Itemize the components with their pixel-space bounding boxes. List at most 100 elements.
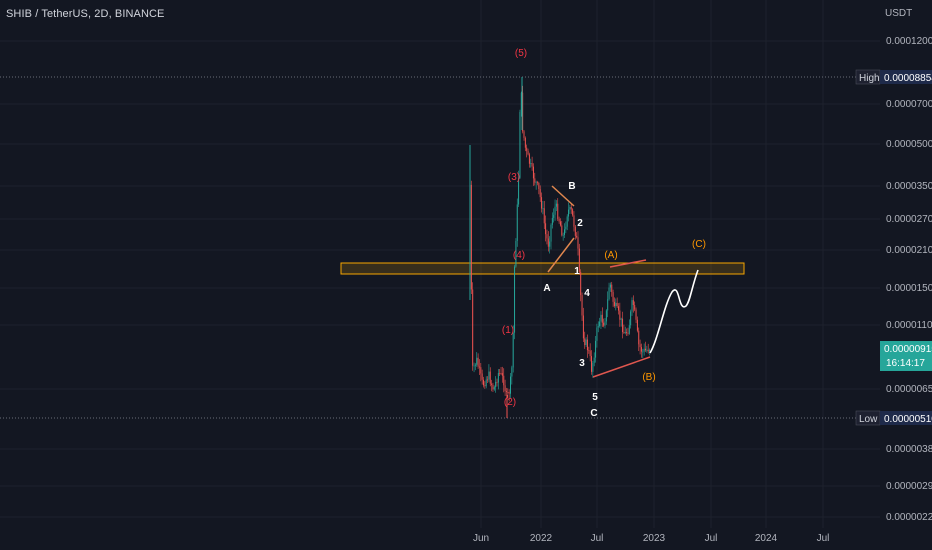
candle-body	[507, 392, 509, 393]
triangle-line-upper	[551, 185, 575, 207]
time-axis[interactable]: Jun 2022 Jul 2023 Jul 2024 Jul	[473, 533, 829, 544]
candle-body	[647, 349, 649, 352]
low-tag-value-box	[880, 411, 932, 425]
candle-body	[500, 373, 502, 374]
high-tag-label: High	[859, 73, 880, 84]
candle-body	[472, 289, 474, 366]
candle-body	[592, 362, 594, 372]
candle-body	[615, 302, 617, 307]
candle-body	[597, 326, 599, 328]
wave-label: 5	[592, 392, 598, 403]
y-tick-label: 0.00000225	[886, 512, 932, 523]
candle-body	[549, 241, 551, 247]
high-tag-value: 0.00008854	[884, 73, 932, 84]
triangle-line-lower	[547, 237, 575, 273]
candle-body	[503, 375, 505, 386]
candle-body	[601, 314, 603, 323]
candle-body	[638, 330, 640, 345]
candle-body	[635, 309, 637, 320]
candle-body	[630, 311, 632, 326]
candle-body	[618, 306, 619, 311]
candle-body	[589, 350, 591, 357]
candle-body	[559, 221, 561, 226]
candle-body	[530, 163, 532, 164]
candle-body	[603, 322, 605, 326]
candle-body	[558, 218, 560, 222]
wave-labels: (5) (3) (4) (1) (2) B 2 A 14 3 5 C (A) (B) (C)	[502, 48, 706, 419]
wave-label: A	[543, 283, 550, 294]
wave-label: (B)	[642, 372, 655, 383]
wave-label: (2)	[504, 397, 516, 408]
candle-body	[480, 367, 482, 374]
candle-body	[604, 321, 606, 326]
candle-body	[639, 344, 641, 348]
resistance-zone	[340, 262, 745, 275]
candle-body	[609, 284, 611, 288]
candle-body	[487, 379, 489, 381]
candle-body	[642, 351, 644, 353]
grid-lines	[0, 0, 880, 528]
candle-body	[622, 318, 624, 333]
wave-label: 4	[584, 288, 590, 299]
candle-body	[562, 234, 564, 236]
candle-body	[561, 225, 563, 236]
candle-body	[627, 332, 629, 334]
candle-body	[476, 357, 478, 365]
candle-body	[613, 301, 615, 307]
candle-body	[577, 237, 579, 249]
candle-body	[568, 209, 570, 217]
candle-body	[585, 339, 587, 346]
candle-body	[496, 381, 498, 383]
price-axis-background	[880, 0, 932, 550]
wave-label: (5)	[515, 48, 527, 59]
wave-label: (3)	[508, 172, 520, 183]
x-tick-label: 2024	[755, 533, 778, 544]
last-price-countdown: 16:14:17	[886, 358, 925, 369]
candle-body	[593, 357, 595, 363]
wave-label: (A)	[604, 250, 617, 261]
drawings	[547, 185, 699, 378]
candle-body	[508, 392, 510, 394]
candle-body	[649, 350, 651, 352]
candle-body	[643, 348, 645, 352]
x-tick-label: 2023	[643, 533, 666, 544]
candle-body	[555, 203, 557, 207]
candle-body	[564, 229, 565, 235]
candle-body	[527, 150, 529, 155]
candle-body	[616, 302, 618, 307]
candle-body	[574, 226, 576, 236]
x-tick-label: 2022	[530, 533, 553, 544]
wave-label: 2	[577, 218, 583, 229]
candle-body	[646, 349, 648, 351]
candle-body	[539, 189, 541, 198]
candle-body	[578, 248, 580, 272]
candle-body	[510, 376, 511, 394]
time-axis-background	[0, 528, 880, 550]
candle-body	[569, 206, 571, 210]
x-tick-label: Jul	[705, 533, 718, 544]
candle-body	[581, 295, 583, 316]
candle-body	[573, 215, 575, 227]
wave-label: 3	[579, 358, 585, 369]
x-tick-label: Jun	[473, 533, 489, 544]
candle-body	[565, 226, 567, 230]
candle-body	[547, 238, 549, 247]
candle-body	[473, 365, 475, 367]
candle-body	[532, 166, 534, 179]
candle-body	[504, 385, 506, 392]
candle-body	[514, 266, 516, 333]
last-price-box	[880, 341, 932, 371]
candle-body	[522, 92, 524, 132]
candle-body	[551, 217, 553, 225]
candle-body	[582, 315, 584, 339]
candle-body	[608, 287, 610, 300]
candle-body	[524, 137, 526, 148]
